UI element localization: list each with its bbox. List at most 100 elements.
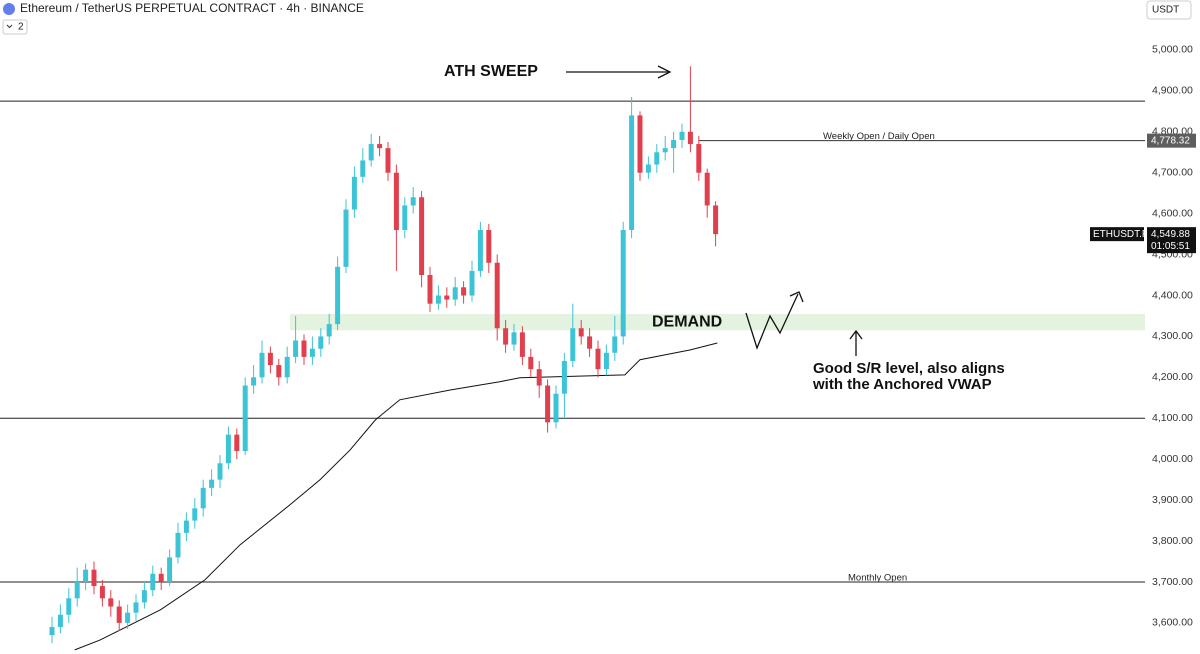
candle-body bbox=[587, 336, 593, 349]
arrow bbox=[849, 329, 863, 356]
level-label: Monthly Open bbox=[848, 572, 907, 583]
candle-body bbox=[679, 131, 685, 140]
candle-body bbox=[603, 352, 609, 370]
y-tick-label: 3,700.00 bbox=[1152, 576, 1193, 588]
candle-body bbox=[360, 160, 366, 177]
indicator-toggle[interactable] bbox=[2, 19, 28, 35]
candle-body bbox=[335, 266, 341, 325]
candle-body bbox=[486, 230, 492, 263]
symbol-tag-label: ETHUSDT.P bbox=[1093, 229, 1149, 240]
demand-zone bbox=[290, 313, 1145, 331]
candle-body bbox=[444, 295, 450, 300]
y-tick-label: 3,900.00 bbox=[1152, 494, 1193, 506]
indicator-count: 2 bbox=[18, 22, 24, 33]
candle-body bbox=[452, 287, 458, 300]
candle-body bbox=[167, 557, 173, 582]
candle-body bbox=[267, 352, 273, 366]
candle-body bbox=[503, 328, 509, 345]
candle-body bbox=[99, 586, 105, 599]
level-label: Weekly Open / Daily Open bbox=[823, 131, 935, 142]
candle-body bbox=[108, 598, 114, 607]
annotation: DEMAND bbox=[652, 313, 722, 330]
annotation: with the Anchored VWAP bbox=[812, 376, 992, 393]
candle-body bbox=[368, 144, 374, 161]
coin-icon bbox=[3, 3, 15, 15]
candle-body bbox=[595, 348, 601, 370]
candle-body bbox=[419, 197, 425, 276]
y-tick-label: 4,200.00 bbox=[1152, 371, 1193, 383]
candle-body bbox=[402, 205, 408, 231]
candle-body bbox=[671, 139, 677, 149]
candle-body bbox=[687, 131, 693, 145]
candle-body bbox=[251, 377, 257, 386]
candle-body bbox=[696, 144, 702, 173]
candle-body bbox=[217, 463, 223, 480]
candle-body bbox=[309, 348, 315, 357]
candle-body bbox=[612, 336, 618, 353]
candle-body bbox=[393, 172, 399, 231]
chart-title: Ethereum / TetherUS PERPETUAL CONTRACT ·… bbox=[20, 1, 364, 15]
candle-body bbox=[49, 626, 55, 636]
y-tick-label: 3,600.00 bbox=[1152, 617, 1193, 629]
candle-body bbox=[150, 573, 156, 591]
price-tag-label: 4,778.32 bbox=[1151, 135, 1190, 146]
countdown: 01:05:51 bbox=[1151, 241, 1190, 252]
candle-body bbox=[57, 614, 63, 627]
candle-body bbox=[301, 340, 307, 357]
candle-body bbox=[713, 205, 719, 235]
candle-body bbox=[469, 270, 475, 296]
candle-body bbox=[276, 365, 282, 378]
candle-body bbox=[536, 369, 542, 386]
plot: 3,600.00 3,700.00 3,800.00 3,900.00 4,000.00… bbox=[0, 44, 1196, 651]
candle-body bbox=[570, 328, 576, 361]
candle-body bbox=[519, 332, 525, 357]
candle-body bbox=[200, 487, 206, 509]
candle-body bbox=[477, 230, 483, 271]
candle-body bbox=[553, 393, 559, 423]
y-tick-label: 4,900.00 bbox=[1152, 85, 1193, 97]
candle-body bbox=[629, 115, 635, 231]
y-tick-label: 4,700.00 bbox=[1152, 166, 1193, 178]
candle-body bbox=[125, 612, 131, 623]
y-tick-label: 4,600.00 bbox=[1152, 207, 1193, 219]
y-tick-label: 5,000.00 bbox=[1152, 44, 1193, 56]
symbol-tag bbox=[1090, 227, 1144, 242]
candle-body bbox=[158, 573, 164, 582]
candle-body bbox=[645, 164, 651, 173]
y-tick-label: 4,300.00 bbox=[1152, 330, 1193, 342]
chevron bbox=[6, 24, 13, 29]
annotation: Good S/R level, also aligns bbox=[813, 360, 1005, 377]
candle-body bbox=[494, 262, 500, 329]
candle-body bbox=[242, 385, 248, 452]
candle-body bbox=[343, 209, 349, 267]
candle-body bbox=[637, 115, 643, 173]
currency: USDT bbox=[1152, 5, 1179, 16]
candle-body bbox=[318, 336, 324, 349]
candle-body bbox=[351, 176, 357, 210]
y-tick-label: 4,400.00 bbox=[1152, 289, 1193, 301]
candle-body bbox=[326, 324, 332, 337]
candle-body bbox=[259, 352, 265, 378]
candle-body bbox=[183, 520, 189, 533]
candle-body bbox=[511, 332, 517, 345]
candle-body bbox=[427, 275, 433, 304]
annotation: ATH SWEEP bbox=[444, 63, 538, 80]
candle-body bbox=[662, 148, 668, 153]
price-tag-label: 4,549.88 bbox=[1151, 229, 1190, 240]
candle-body bbox=[66, 598, 72, 615]
price-tag bbox=[1147, 133, 1196, 148]
candle-body bbox=[654, 152, 660, 165]
vwap-line bbox=[74, 342, 718, 651]
arrow bbox=[566, 65, 672, 79]
candle-body bbox=[620, 230, 626, 337]
currency-button[interactable] bbox=[1146, 0, 1192, 20]
candle-body bbox=[234, 434, 240, 452]
candle-body bbox=[74, 581, 80, 599]
candle-body bbox=[133, 602, 139, 613]
candle-body bbox=[141, 590, 147, 603]
candle-body bbox=[461, 287, 467, 296]
candle-body bbox=[435, 295, 441, 304]
w-arrow bbox=[745, 291, 804, 350]
